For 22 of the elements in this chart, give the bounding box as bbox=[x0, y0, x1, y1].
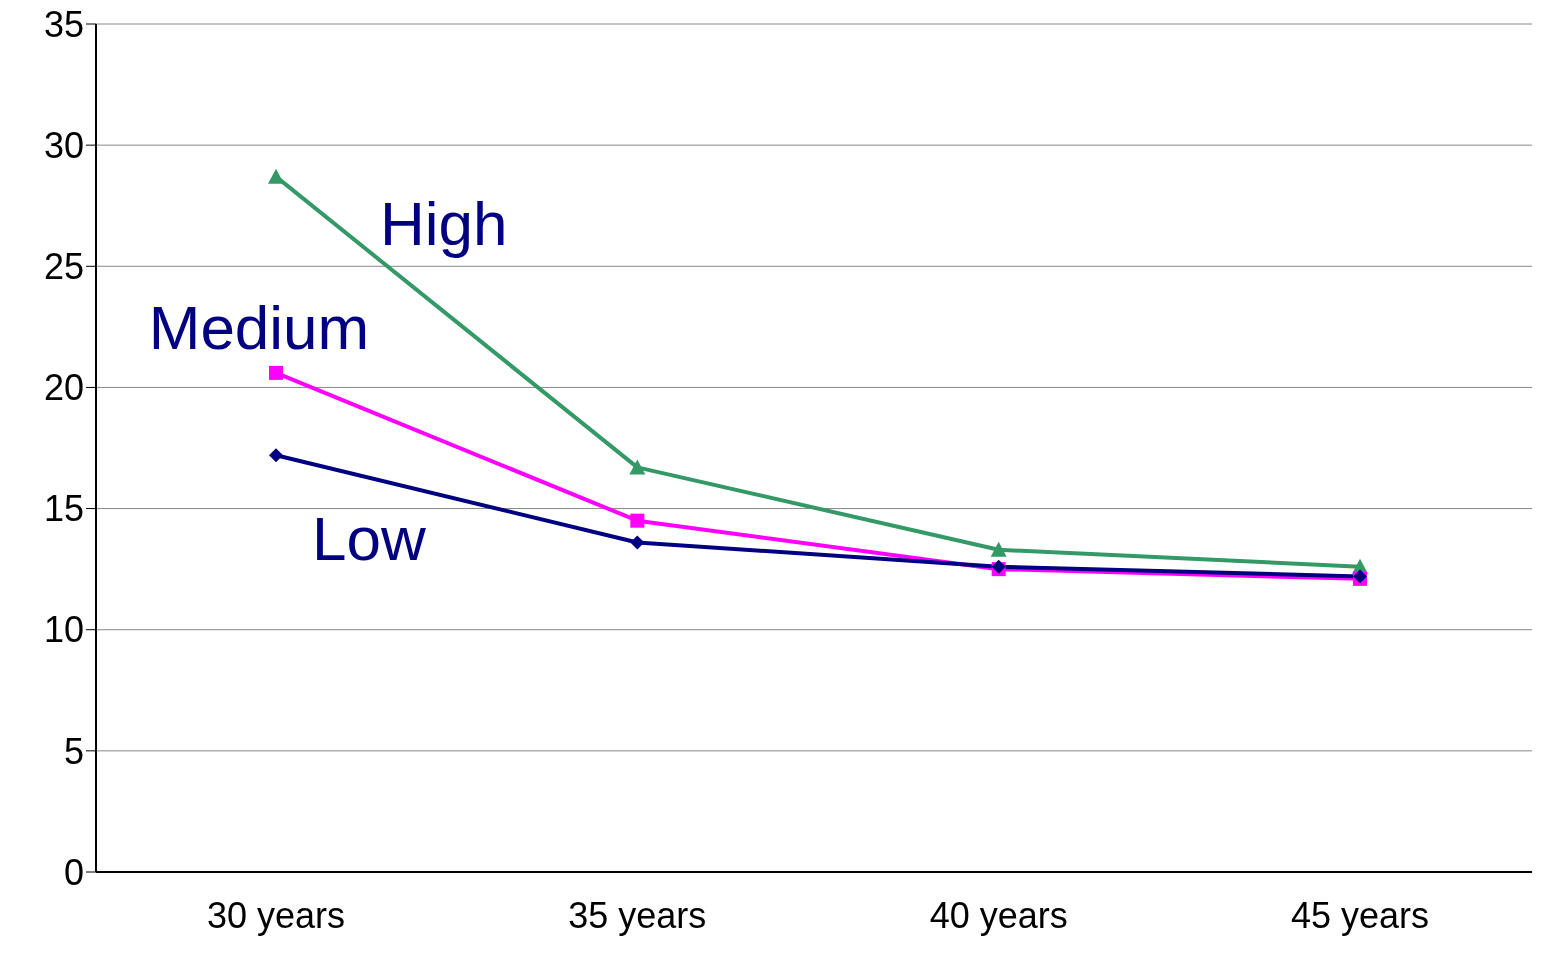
point bbox=[268, 168, 284, 184]
point bbox=[269, 365, 283, 380]
x-tick-label: 35 years bbox=[568, 894, 707, 936]
point bbox=[990, 541, 1007, 557]
y-tick-label: 0 bbox=[63, 851, 84, 893]
point bbox=[269, 448, 283, 463]
series-label: High bbox=[380, 188, 508, 258]
series-label: Medium bbox=[148, 292, 370, 362]
x-tick-label: 30 years bbox=[206, 894, 346, 936]
point bbox=[630, 513, 645, 528]
x-tick-label: 45 years bbox=[1290, 894, 1430, 936]
y-tick-label: 25 bbox=[43, 246, 84, 288]
y-tick-label: 15 bbox=[43, 488, 84, 530]
y-tick-label: 5 bbox=[63, 730, 84, 772]
y-tick-label: 20 bbox=[43, 367, 84, 409]
y-tick-label: 30 bbox=[43, 124, 84, 166]
series-label: Low bbox=[312, 504, 426, 574]
point bbox=[630, 535, 645, 550]
y-tick-label: 10 bbox=[43, 609, 84, 651]
y-tick-label: 35 bbox=[43, 3, 84, 45]
x-tick-label: 40 years bbox=[929, 894, 1068, 936]
point bbox=[629, 459, 646, 475]
